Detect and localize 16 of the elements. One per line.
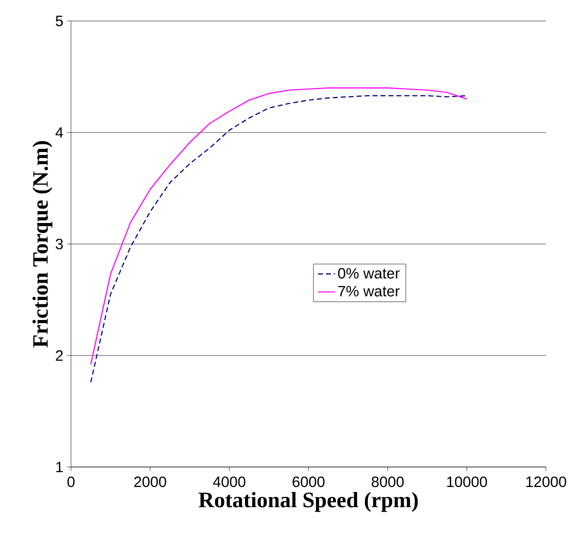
x-tick-label: 10000 (447, 476, 488, 488)
x-tick-label: 12000 (526, 476, 566, 488)
x-tick-label: 4000 (213, 476, 246, 488)
x-tick-label: 8000 (372, 476, 404, 488)
legend-label: 7% water (338, 286, 400, 296)
y-tick-label: 4 (56, 127, 64, 138)
y-tick-label: 2 (56, 350, 63, 361)
y-tick-label: 1 (56, 462, 63, 472)
y-tick-label: 5 (56, 16, 63, 26)
x-tick-label: 2000 (134, 476, 166, 488)
y-tick-label: 3 (56, 238, 63, 250)
x-tick-label: 0 (67, 476, 75, 488)
x-axis-title: Rotational Speed (rpm) (198, 492, 418, 512)
legend-label: 0% water (338, 268, 400, 279)
x-tick-label: 6000 (292, 476, 325, 488)
y-axis-title: Friction Torque (N.m) (32, 141, 52, 348)
